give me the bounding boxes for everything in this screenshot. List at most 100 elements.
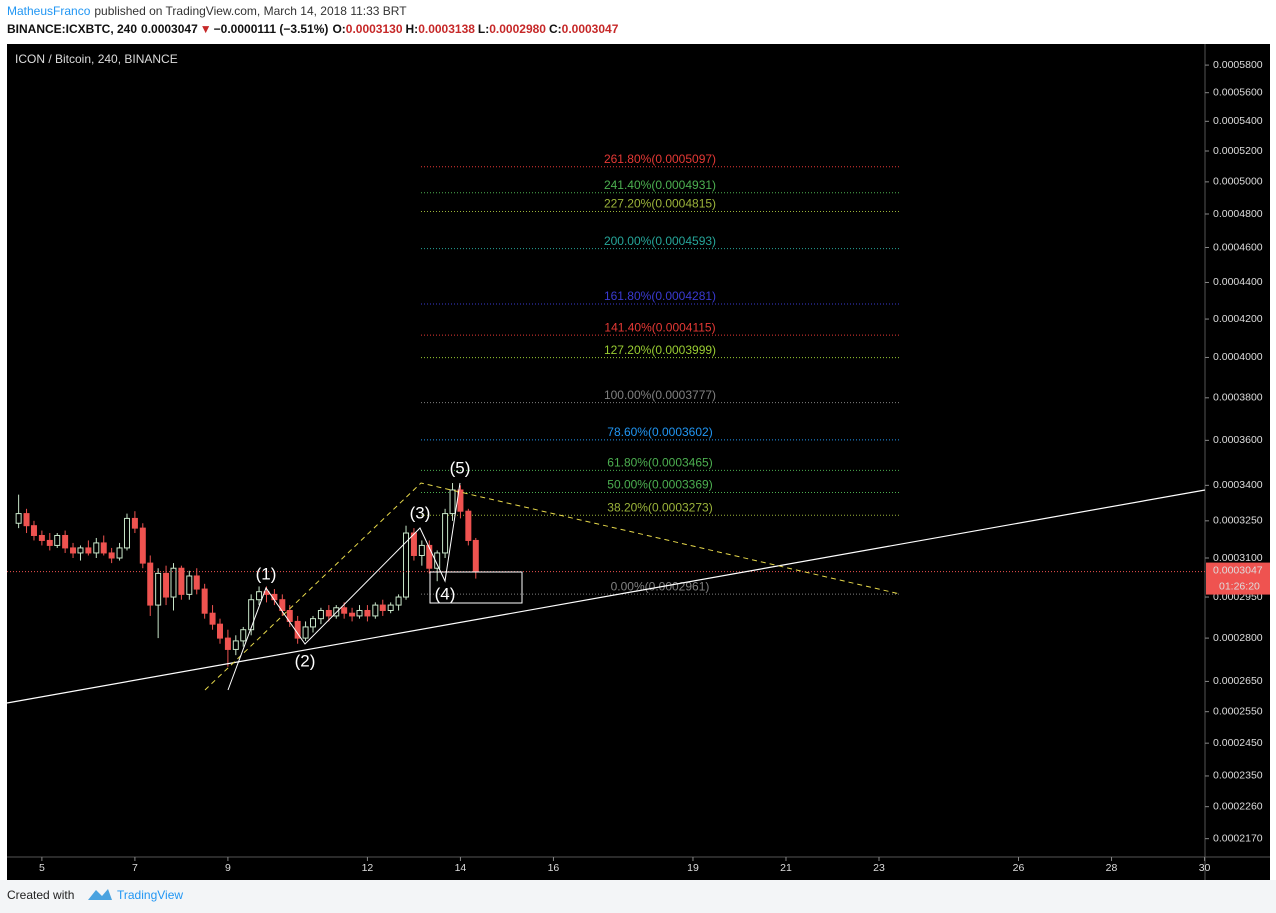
fib-label: 50.00%(0.0003369): [607, 478, 712, 492]
fib-label: 227.20%(0.0004815): [604, 197, 716, 211]
h-label: H:: [406, 22, 419, 36]
open: 0.0003130: [346, 22, 403, 36]
candle-body: [131, 517, 138, 529]
candle-body: [116, 547, 123, 559]
candle-body: [100, 542, 107, 554]
x-tick-label: 14: [455, 862, 467, 874]
y-tick-label: 0.0004000: [1213, 351, 1263, 363]
fib-label: 0.00%(0.0002961): [611, 579, 710, 593]
wave-label: (4): [435, 584, 456, 603]
last: 0.0003047: [141, 22, 198, 36]
candle-body: [372, 604, 379, 617]
wave-label: (2): [295, 651, 316, 670]
candle-body: [46, 539, 53, 546]
x-tick-label: 30: [1199, 862, 1211, 874]
candle-body: [224, 637, 231, 650]
y-tick-label: 0.0004800: [1213, 208, 1263, 220]
x-tick-label: 21: [780, 862, 792, 874]
trend-line: [6, 489, 1206, 704]
candle-body: [232, 640, 239, 650]
candle-body: [403, 532, 410, 598]
y-tick-label: 0.0003250: [1213, 515, 1263, 527]
footer-bar: [0, 880, 1276, 913]
candle-body: [186, 575, 193, 595]
low: 0.0002980: [489, 22, 546, 36]
candle-body: [155, 572, 162, 606]
wave-label: (3): [410, 503, 431, 522]
x-tick-label: 5: [39, 862, 45, 874]
fib-label: 78.60%(0.0003602): [607, 425, 712, 439]
candle-body: [325, 609, 332, 617]
y-tick-label: 0.0003100: [1213, 552, 1263, 564]
fib-label: 141.40%(0.0004115): [604, 320, 715, 334]
triangle-drawing: [204, 482, 901, 691]
y-tick-label: 0.0002260: [1213, 800, 1263, 812]
fib-label: 61.80%(0.0003465): [607, 456, 712, 470]
footer-brand[interactable]: TradingView: [117, 888, 183, 902]
candle-body: [364, 609, 371, 617]
candle-body: [147, 562, 154, 606]
y-tick-label: 0.0003800: [1213, 392, 1263, 404]
wave-label: (5): [450, 458, 471, 477]
candle-body: [240, 629, 247, 642]
wave-path: [227, 482, 461, 691]
candle-body: [410, 532, 417, 556]
candle-body: [248, 599, 255, 631]
arrow: ▼: [200, 22, 212, 36]
y-tick-label: 0.0005400: [1213, 115, 1263, 127]
candle-body: [256, 591, 263, 601]
logo: [88, 889, 112, 900]
x-tick-label: 19: [687, 862, 699, 874]
c-label: C:: [549, 22, 562, 36]
candle-body: [178, 567, 185, 595]
y-tick-label: 0.0004200: [1213, 313, 1263, 325]
candle-body: [449, 489, 456, 515]
y-tick-label: 0.0002550: [1213, 705, 1263, 717]
o-label: O:: [332, 22, 345, 36]
footer-created: Created with: [7, 888, 74, 902]
chart-area: [7, 44, 1270, 880]
fib-label: 200.00%(0.0004593): [604, 234, 716, 248]
published: published on TradingView.com, March 14, …: [94, 4, 407, 18]
x-tick-label: 9: [225, 862, 231, 874]
symbol: BINANCE:ICXBTC, 240: [7, 22, 137, 36]
last-price-box: [1206, 562, 1270, 595]
candle-body: [302, 626, 309, 639]
x-tick-label: 12: [362, 862, 374, 874]
candle-body: [442, 513, 449, 554]
y-tick-label: 0.0005000: [1213, 176, 1263, 188]
author[interactable]: MatheusFranco: [7, 4, 91, 18]
candle-body: [193, 575, 200, 590]
candle-body: [216, 623, 223, 639]
header-line-2: BINANCE:ICXBTC, 240 0.0003047 ▼ −0.0000111 …: [7, 22, 619, 36]
candle-body: [70, 547, 77, 554]
box-drawing: [429, 571, 523, 604]
y-tick-label: 0.0002650: [1213, 675, 1263, 687]
close: 0.0003047: [562, 22, 619, 36]
y-tick-label: 0.0005800: [1213, 59, 1263, 71]
candle-body: [426, 544, 433, 569]
candle-body: [108, 552, 115, 559]
y-tick-label: 0.0002350: [1213, 770, 1263, 782]
chart-title: ICON / Bitcoin, 240, BINANCE: [15, 52, 178, 66]
candle-body: [54, 534, 61, 546]
candle-body: [379, 604, 386, 611]
fib-label: 127.20%(0.0003999): [604, 343, 716, 357]
fib-label: 241.40%(0.0004931): [604, 178, 716, 192]
candle-body: [310, 618, 317, 628]
candle-body: [279, 599, 286, 611]
candle-body: [387, 604, 394, 611]
candle-body: [356, 609, 363, 617]
candle-body: [93, 542, 100, 554]
y-tick-label: 0.0004400: [1213, 276, 1263, 288]
candle-body: [472, 539, 479, 573]
candle-body: [170, 567, 177, 598]
plot: 0.0005800 0.0005600 0.0005400 0.0005200 0.00…: [7, 59, 1270, 874]
fib-label: 161.80%(0.0004281): [604, 289, 716, 303]
fib-label: 261.80%(0.0005097): [604, 152, 716, 166]
countdown: 01:26:20: [1219, 580, 1260, 592]
x-tick-label: 28: [1106, 862, 1118, 874]
header-line-1: MatheusFranco published on TradingView.co…: [7, 4, 407, 18]
candle-body: [209, 612, 216, 625]
